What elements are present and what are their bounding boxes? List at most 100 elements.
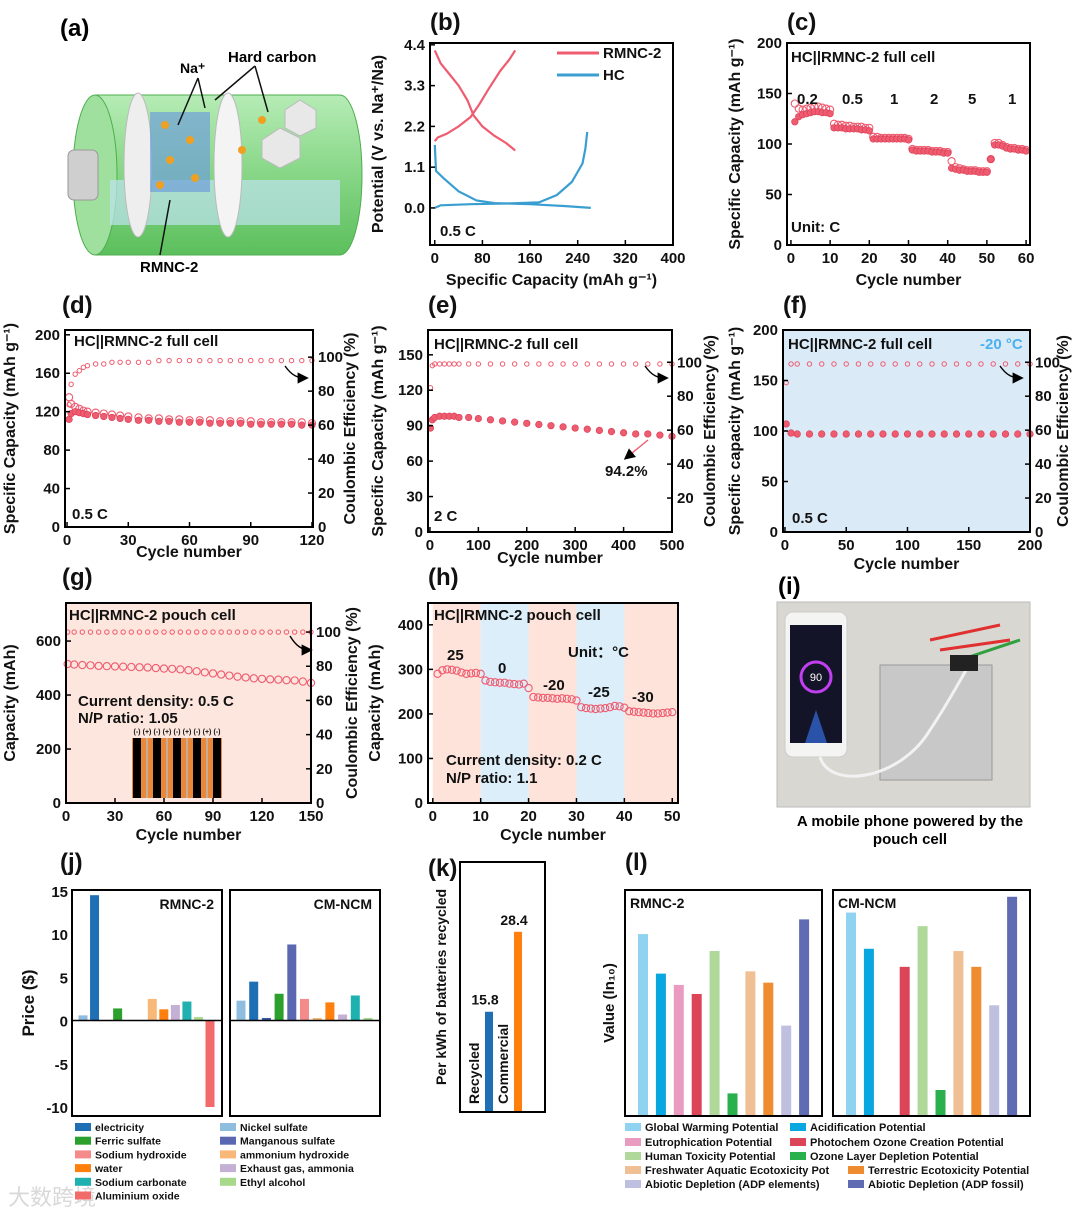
bar: [182, 1001, 192, 1021]
data-point: [842, 430, 850, 438]
data-point: [524, 683, 533, 693]
annotation: HC||RMNC-2 full cell: [74, 333, 218, 350]
data-point: [583, 425, 591, 433]
data-point: [200, 668, 209, 677]
data-point: [197, 357, 203, 364]
data-point: [559, 423, 567, 431]
chart-panel-f: 0 50 100 150 200050100150200020406080100Cycl…: [727, 322, 1072, 573]
data-point: [443, 665, 452, 674]
legend-label: electricity: [95, 1122, 144, 1134]
data-point: [987, 155, 995, 163]
data-point: [186, 357, 193, 364]
legend-label: Manganous sulfate: [240, 1136, 335, 1148]
data-point: [523, 419, 531, 427]
terminal: [67, 149, 99, 201]
legend-swatch: [848, 1166, 864, 1174]
chart-panel-h: 0 10 20 30 40 50 0 100 200 300 400 Cycle number Capa…: [367, 602, 681, 844]
data-point: [601, 703, 610, 713]
chart-panel-k: 15.8 Recycled 28.4 Commercial Per kWh of bat…: [433, 861, 546, 1113]
plot-frame: [832, 889, 1031, 1117]
data-point: [904, 361, 911, 367]
x-tick-label: 400: [660, 250, 685, 267]
annotation: 2 C: [434, 508, 458, 525]
data-point: [1001, 430, 1010, 438]
arrow-icon: [644, 365, 669, 384]
charging-glow: [805, 710, 827, 743]
panel-label: (c): [787, 9, 816, 36]
data-point: [891, 430, 899, 438]
arrow-icon: [284, 365, 309, 384]
x-axis-label: Cycle number: [497, 550, 603, 567]
anode-layer: [193, 738, 201, 798]
data-point: [78, 660, 87, 670]
y-tick-label: 2.2: [404, 118, 425, 135]
data-point: [538, 693, 548, 703]
y-axis-label: Specific Capacity (mAh g⁻¹): [727, 38, 744, 249]
y-tick-label: 150: [753, 373, 778, 390]
x-tick-label: 100: [466, 537, 491, 554]
annotation: HC||RMNC-2 pouch cell: [69, 607, 236, 624]
data-point: [557, 694, 567, 703]
y-tick-label: 60: [406, 453, 423, 470]
data-point: [553, 694, 562, 703]
data-point: [1022, 147, 1030, 155]
data-point: [95, 629, 102, 635]
data-point: [125, 359, 131, 365]
data-point: [216, 419, 224, 427]
data-point: [917, 361, 923, 367]
data-point: [524, 361, 530, 367]
data-point: [486, 677, 495, 686]
chart-panel-b: 0 80 160 240 320 400 0.0 1.1 2.2 3.3 4.4 Specific C…: [370, 37, 686, 289]
data-point: [514, 680, 524, 689]
annotation: HC||RMNC-2 full cell: [788, 336, 932, 353]
data-point: [591, 704, 600, 714]
y-tick-label: 15: [51, 884, 68, 901]
y-tick-label: 400: [36, 687, 61, 704]
bar: [147, 998, 157, 1021]
x-tick-label: 200: [514, 537, 539, 554]
panel-title: RMNC-2: [630, 895, 685, 911]
y-tick-label: 100: [398, 750, 423, 767]
data-point: [251, 629, 257, 635]
data-point: [806, 361, 813, 367]
data-point: [258, 357, 264, 364]
y-right-tick-label: 20: [316, 761, 333, 778]
data-point: [953, 361, 960, 367]
bar: [763, 982, 774, 1116]
data-point: [227, 357, 234, 364]
x-tick-label: 0: [429, 808, 437, 825]
data-point: [185, 629, 192, 635]
data-point: [217, 670, 226, 679]
legend-swatch: [848, 1180, 864, 1188]
y-right-tick-label: 20: [1035, 490, 1052, 507]
panel-label-i: (i): [778, 573, 801, 600]
y-tick-label: 0: [774, 237, 782, 254]
plot-frame: [624, 889, 823, 1117]
legend-swatch: [625, 1152, 641, 1160]
y-right-axis-label: Coulombic Efficiency (%): [1055, 335, 1072, 527]
annotation: HC||RMNC-2 full cell: [791, 49, 935, 66]
data-point: [586, 704, 595, 713]
bar: [863, 948, 874, 1116]
data-point: [233, 672, 242, 681]
data-point: [71, 629, 77, 635]
data-point: [237, 357, 244, 364]
data-point: [309, 357, 315, 364]
y-right-tick-label: 20: [318, 485, 335, 502]
annotation: Current density: 0.5 C: [78, 693, 234, 710]
data-point: [226, 419, 234, 427]
annotation: 0.5 C: [792, 510, 828, 527]
data-point: [940, 430, 948, 438]
legend-label: Sodium carbonate: [95, 1177, 187, 1189]
y-tick-label: 160: [35, 365, 60, 382]
data-point: [928, 430, 936, 438]
red-clip-wire: [929, 623, 1011, 652]
legend-swatch: [790, 1152, 806, 1160]
data-point: [447, 665, 457, 674]
y-tick-label: 1.1: [404, 159, 425, 176]
annotation: 94.2%: [605, 463, 648, 480]
legend-label: Abiotic Depletion (ADP fossil): [868, 1179, 1024, 1191]
x-tick-label: 80: [474, 250, 491, 267]
photo-caption-line2: pouch cell: [873, 831, 947, 848]
